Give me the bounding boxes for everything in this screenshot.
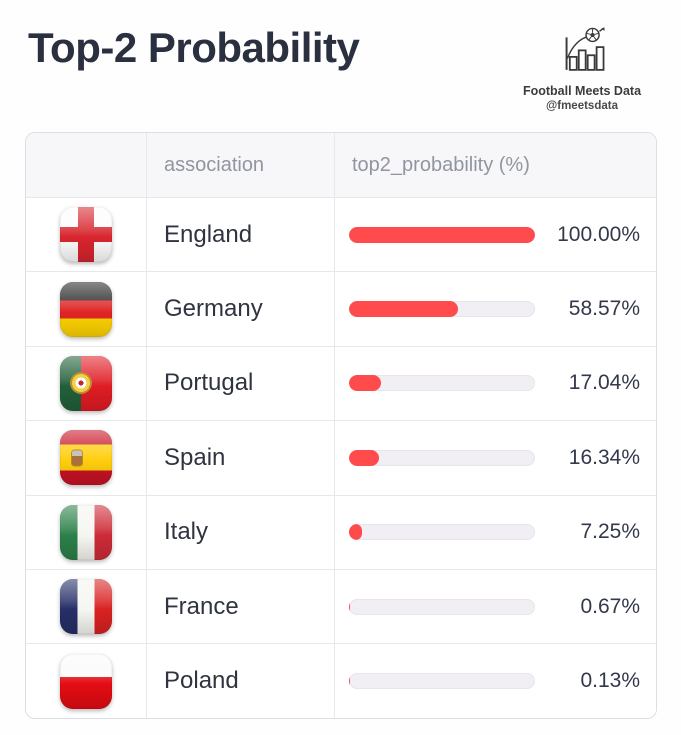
probability-cell: 58.57%	[334, 272, 656, 346]
spain-flag-icon	[60, 430, 112, 486]
brand-name: Football Meets Data	[522, 84, 642, 98]
association-name: England	[164, 220, 253, 248]
page-title: Top-2 Probability	[28, 24, 360, 71]
probability-table: association top2_probability (%) England…	[25, 132, 657, 719]
association-column-header: association	[146, 133, 334, 197]
probability-cell: 7.25%	[334, 495, 656, 569]
probability-cell: 16.34%	[334, 421, 656, 495]
probability-value: 0.13%	[580, 669, 640, 693]
association-name: Italy	[164, 518, 209, 546]
association-cell: England	[146, 198, 334, 272]
probability-value: 7.25%	[580, 520, 640, 544]
flag-cell	[26, 644, 146, 717]
table-row: Poland 0.13%	[26, 643, 656, 718]
association-cell: Germany	[146, 272, 334, 346]
table-row: France 0.67%	[26, 568, 656, 644]
association-cell: Portugal	[146, 346, 334, 421]
probability-bar-track	[349, 301, 535, 318]
probability-value: 17.04%	[568, 371, 640, 395]
table-row: England 100.00%	[26, 197, 656, 272]
flag-cell	[26, 198, 146, 271]
probability-value: 100.00%	[557, 222, 640, 246]
table-row: Portugal 17.04%	[26, 345, 656, 421]
probability-bar-fill	[349, 524, 363, 541]
probability-bar-track	[349, 375, 535, 392]
flag-cell	[26, 496, 146, 569]
probability-value: 58.57%	[568, 297, 640, 321]
probability-bar-track	[349, 673, 535, 690]
association-cell: Poland	[146, 644, 334, 718]
brand-handle: @fmeetsdata	[546, 100, 618, 112]
poland-flag-icon	[60, 653, 112, 709]
probability-cell: 17.04%	[334, 346, 656, 421]
association-name: France	[164, 592, 239, 620]
probability-bar-track	[349, 449, 535, 466]
portugal-flag-icon	[60, 355, 112, 411]
probability-cell: 100.00%	[334, 198, 656, 272]
association-cell: Spain	[146, 421, 334, 495]
association-name: Portugal	[164, 369, 254, 397]
table-row: Spain 16.34%	[26, 420, 656, 495]
flag-cell	[26, 272, 146, 345]
flag-cell	[26, 570, 146, 643]
probability-value: 0.67%	[580, 594, 640, 618]
england-flag-icon	[60, 207, 112, 263]
probability-column-header: top2_probability (%)	[334, 133, 656, 197]
italy-flag-icon	[60, 504, 112, 560]
association-cell: Italy	[146, 495, 334, 569]
probability-bar-track	[349, 524, 535, 541]
probability-bar-fill	[349, 449, 380, 466]
brand: Football Meets Data @fmeetsdata	[507, 26, 657, 112]
germany-flag-icon	[60, 281, 112, 337]
probability-bar-fill	[349, 226, 535, 243]
probability-bar-fill	[349, 375, 381, 392]
table-header-row: association top2_probability (%)	[26, 133, 656, 197]
table-row: Italy 7.25%	[26, 494, 656, 569]
association-name: Poland	[164, 667, 239, 695]
table-body: England 100.00% Germany 58.57% Portugal	[26, 197, 656, 718]
probability-cell: 0.67%	[334, 569, 656, 644]
flag-cell	[26, 421, 146, 494]
probability-bar-track	[349, 598, 535, 615]
association-cell: France	[146, 569, 334, 644]
association-name: Spain	[164, 443, 226, 471]
probability-cell: 0.13%	[334, 644, 656, 718]
flag-cell	[26, 347, 146, 420]
france-flag-icon	[60, 579, 112, 635]
probability-bar-fill	[349, 598, 351, 615]
header: Top-2 Probability Football Mee	[0, 0, 681, 112]
flag-column-header	[26, 133, 146, 197]
probability-bar-fill	[349, 301, 458, 318]
probability-value: 16.34%	[568, 445, 640, 469]
football-bar-chart-logo-icon	[565, 27, 605, 71]
association-name: Germany	[164, 295, 263, 323]
probability-bar-track	[349, 226, 535, 243]
table-row: Germany 58.57%	[26, 271, 656, 346]
